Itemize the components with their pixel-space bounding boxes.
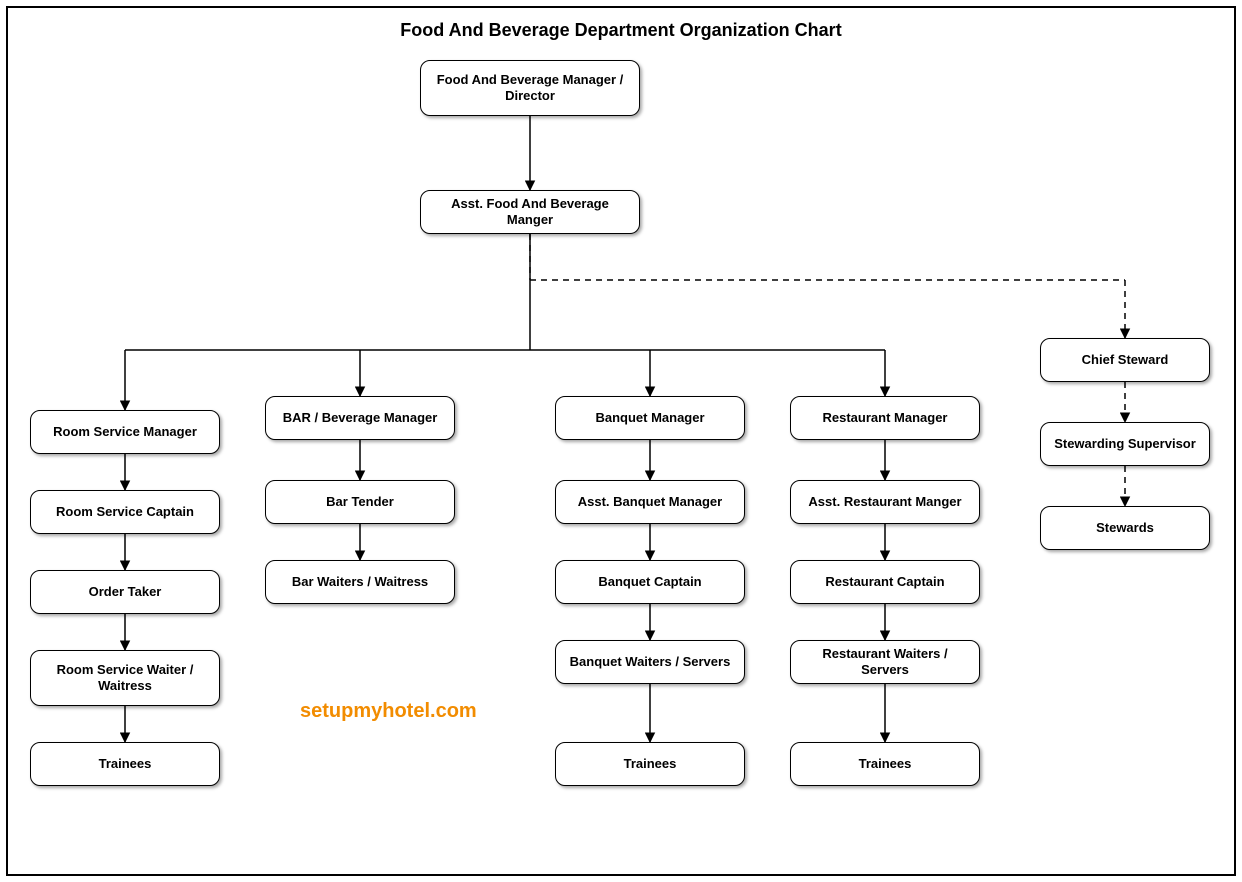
org-node-rs_mgr: Room Service Manager xyxy=(30,410,220,454)
org-node-rest_cap: Restaurant Captain xyxy=(790,560,980,604)
org-node-bq_cap: Banquet Captain xyxy=(555,560,745,604)
org-node-rest_asst: Asst. Restaurant Manger xyxy=(790,480,980,524)
org-node-rs_tr: Trainees xyxy=(30,742,220,786)
org-node-stewards: Stewards xyxy=(1040,506,1210,550)
org-node-chief_stw: Chief Steward xyxy=(1040,338,1210,382)
org-node-rs_ord: Order Taker xyxy=(30,570,220,614)
org-node-rs_wait: Room Service Waiter / Waitress xyxy=(30,650,220,706)
org-node-bar_tnd: Bar Tender xyxy=(265,480,455,524)
org-node-rest_mgr: Restaurant Manager xyxy=(790,396,980,440)
org-node-stw_sup: Stewarding Supervisor xyxy=(1040,422,1210,466)
org-node-rs_cap: Room Service Captain xyxy=(30,490,220,534)
org-node-bar_wait: Bar Waiters / Waitress xyxy=(265,560,455,604)
org-node-bq_tr: Trainees xyxy=(555,742,745,786)
watermark: setupmyhotel.com xyxy=(300,700,477,723)
org-node-rest_wait: Restaurant Waiters / Servers xyxy=(790,640,980,684)
chart-title: Food And Beverage Department Organizatio… xyxy=(0,20,1242,41)
org-node-bq_wait: Banquet Waiters / Servers xyxy=(555,640,745,684)
org-node-root: Food And Beverage Manager / Director xyxy=(420,60,640,116)
org-node-asst: Asst. Food And Beverage Manger xyxy=(420,190,640,234)
org-node-rest_tr: Trainees xyxy=(790,742,980,786)
org-node-bq_mgr: Banquet Manager xyxy=(555,396,745,440)
org-node-bq_asst: Asst. Banquet Manager xyxy=(555,480,745,524)
org-node-bar_mgr: BAR / Beverage Manager xyxy=(265,396,455,440)
chart-frame: Food And Beverage Department Organizatio… xyxy=(0,0,1242,882)
